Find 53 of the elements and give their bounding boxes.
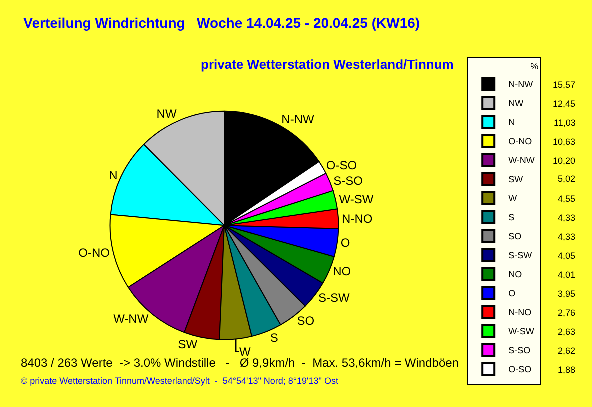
slice-label: W-NW xyxy=(114,312,150,326)
text: © private Wetterstation Tinnum/Westerland/Sylt - 54°54'13" Nord; 8°19'13" Ost xyxy=(21,376,339,386)
data-label: 10,63 xyxy=(553,137,576,147)
data-label: 2,63 xyxy=(558,327,576,337)
legend-label: W-SW xyxy=(508,326,535,337)
legend-label: W xyxy=(508,194,518,204)
slice-label: SW xyxy=(178,337,198,352)
legend-label: O-SO xyxy=(508,364,532,375)
slice-label: O-SO xyxy=(326,158,358,173)
slice-label: N xyxy=(109,168,118,182)
slice-label: SO xyxy=(297,314,315,328)
slice-label: S xyxy=(270,330,278,345)
legend-label: N-NO xyxy=(508,308,532,318)
chart-subtitle: private Wetterstation Westerland/Tinnum xyxy=(201,57,454,72)
legend-label: O-NO xyxy=(508,136,532,147)
data-label: 1,88 xyxy=(558,365,576,375)
data-label: 4,55 xyxy=(558,194,576,204)
slice-label: O-NO xyxy=(78,246,110,260)
legend-label: N xyxy=(508,118,516,128)
legend-label: N-NW xyxy=(508,80,534,90)
legend-label: S-SO xyxy=(508,346,531,356)
data-label: 4,05 xyxy=(558,251,576,261)
data-label: 12,45 xyxy=(553,99,576,109)
slice-label: O xyxy=(340,236,350,250)
slice-label: W xyxy=(239,344,252,359)
slice-label: S-SW xyxy=(318,290,351,305)
legend-label: SW xyxy=(508,174,524,185)
data-label: 4,01 xyxy=(558,270,576,280)
data-label: 4,33 xyxy=(558,213,576,223)
data-label: 5,02 xyxy=(558,174,576,184)
chart-title: Verteilung Windrichtung Woche 14.04.25 - 20.04.25 (KW16) xyxy=(24,15,420,32)
text: 8403 / 263 Werte -> 3.0% Windstille - Ø 9,9km/h - Max. 53,6km/h = Windböen xyxy=(21,356,459,370)
data-label: 11,03 xyxy=(554,118,576,128)
data-label: 3,95 xyxy=(558,289,576,299)
legend-label: S-SW xyxy=(508,250,533,261)
legend-label: W-NW xyxy=(508,156,536,166)
slice-label: W-SW xyxy=(339,192,374,207)
legend-title: % xyxy=(530,62,539,72)
slice-label: NW xyxy=(156,107,178,122)
legend-label: S xyxy=(508,212,515,223)
data-label: 15,57 xyxy=(553,80,576,90)
legend-label: O xyxy=(508,288,516,299)
slice-label: NO xyxy=(333,264,352,279)
legend-label: NW xyxy=(508,98,524,109)
data-label: 2,62 xyxy=(558,346,576,356)
legend-label: SO xyxy=(508,232,522,242)
slice-label: N-NO xyxy=(342,212,373,226)
slice-label: N-NW xyxy=(282,112,315,126)
data-label: 10,20 xyxy=(553,156,576,166)
slice-label: S-SO xyxy=(334,174,363,188)
legend-label: NO xyxy=(508,270,522,280)
data-label: 2,76 xyxy=(558,308,576,318)
data-label: 4,33 xyxy=(558,232,576,242)
